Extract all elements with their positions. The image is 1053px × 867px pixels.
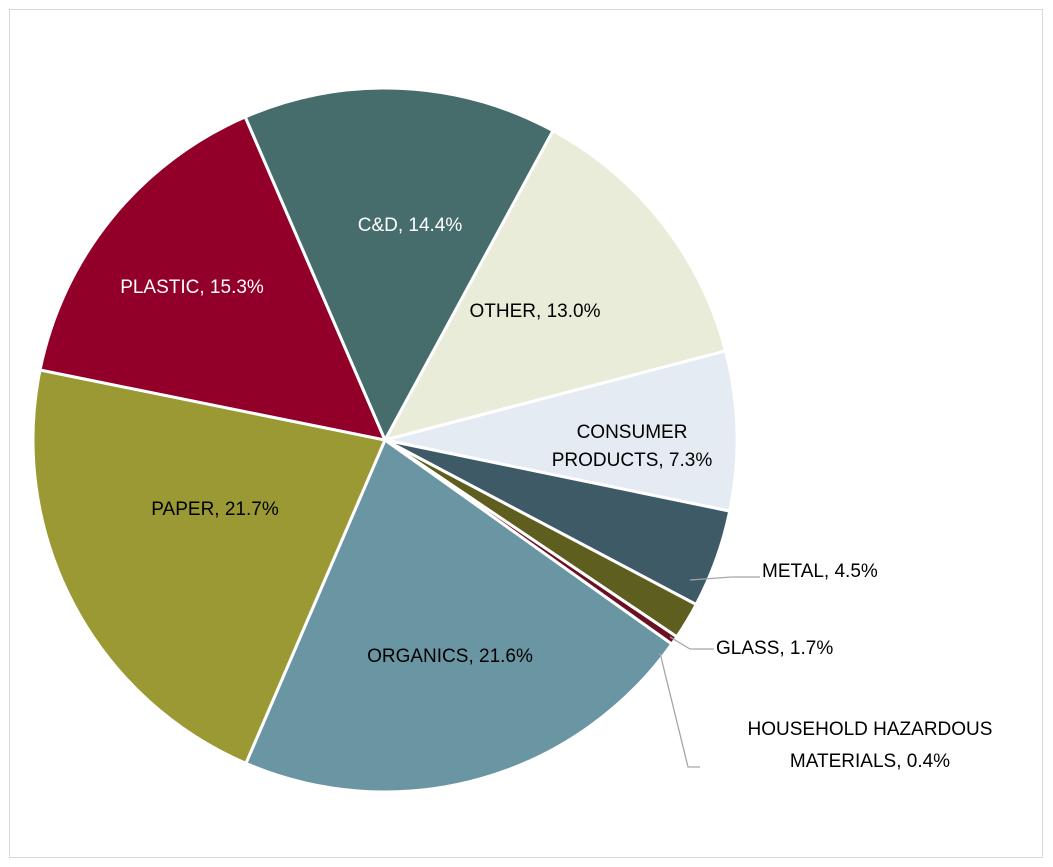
leader-line <box>669 636 714 650</box>
pie-slice-organics <box>243 437 674 794</box>
data-label: HOUSEHOLD HAZARDOUS MATERIALS, 0.4% <box>748 719 993 772</box>
data-label: ORGANICS, 21.6% <box>367 646 533 667</box>
data-label: PAPER, 21.7% <box>151 499 279 520</box>
pie-chart: OTHER, 13.0% CONSUMER PRODUCTS, 7.3% METAL,… <box>31 86 992 794</box>
slice-labels: OTHER, 13.0% CONSUMER PRODUCTS, 7.3% METAL,… <box>120 215 992 772</box>
data-label: METAL, 4.5% <box>762 561 878 582</box>
pie-slices <box>31 86 739 794</box>
pie-slice-consumer-products <box>384 349 739 513</box>
chart-frame: OTHER, 13.0% CONSUMER PRODUCTS, 7.3% METAL,… <box>9 9 1043 858</box>
data-label: GLASS, 1.7% <box>716 638 833 659</box>
leader-lines <box>659 576 760 768</box>
leader-line <box>689 576 760 581</box>
data-label: OTHER, 13.0% <box>470 301 601 322</box>
pie-slice-paper <box>31 368 388 766</box>
data-label: C&D, 14.4% <box>358 215 463 236</box>
pie-slice-other <box>382 128 728 443</box>
pie-slice-plastic <box>38 114 388 443</box>
pie-slice-c-d <box>243 86 555 444</box>
leader-line <box>659 652 700 768</box>
data-label: CONSUMER PRODUCTS, 7.3% <box>552 422 713 471</box>
data-label: PLASTIC, 15.3% <box>120 277 264 298</box>
